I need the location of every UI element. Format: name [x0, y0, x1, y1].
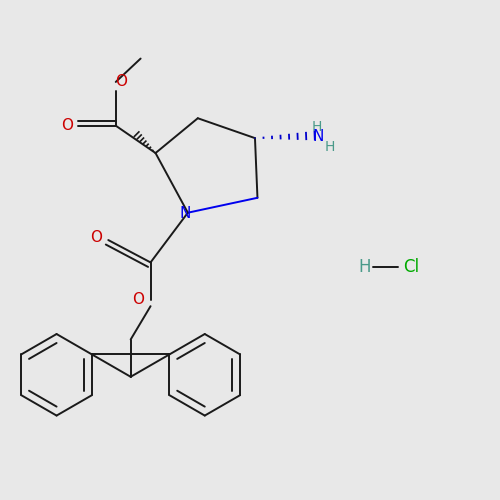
Text: O: O: [62, 118, 74, 133]
Text: O: O: [114, 74, 126, 90]
Text: H: H: [312, 120, 322, 134]
Text: H: H: [358, 258, 370, 276]
Text: N: N: [312, 129, 324, 144]
Text: O: O: [132, 292, 144, 307]
Text: O: O: [90, 230, 102, 245]
Text: N: N: [179, 206, 190, 221]
Text: Cl: Cl: [404, 258, 419, 276]
Text: H: H: [324, 140, 334, 153]
